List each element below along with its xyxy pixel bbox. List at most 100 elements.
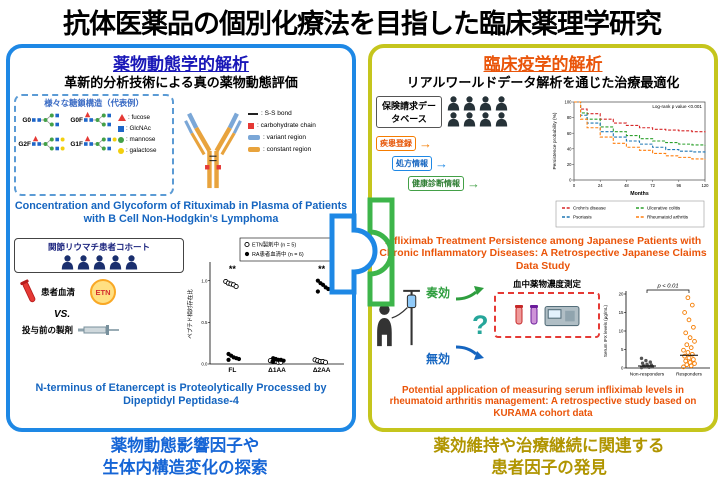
drug-measurement: 血中薬物濃度測定: [494, 278, 600, 338]
glycan-label: G0: [22, 116, 31, 124]
antibody-diagram: [184, 112, 242, 189]
svg-text:40: 40: [567, 146, 572, 151]
clinical-epidemiology-panel: 臨床疫学的解析 リアルワールドデータ解析を通じた治療最適化 保険請求データベース…: [368, 44, 718, 432]
legend-item-constant: : constant region: [248, 146, 350, 153]
tag-health-checkup-info: 健康診断情報 →: [408, 176, 548, 191]
treatment-response-figure: 奏効 無効 ? 血中薬物濃度測定: [374, 278, 602, 382]
carbohydrate-icon: [248, 122, 254, 129]
svg-text:60: 60: [567, 131, 572, 136]
svg-text:0.0: 0.0: [201, 362, 208, 367]
svg-text:120: 120: [702, 183, 710, 188]
tag-label: 疾患登録: [376, 136, 416, 151]
svg-text:ペプチド相対存在比: ペプチド相対存在比: [186, 289, 194, 339]
glycan-diagram-icon: [84, 135, 117, 151]
antibody-legend: : S-S bond : carbohydrate chain : varian…: [248, 110, 350, 153]
svg-text:Rheumatoid arthritis: Rheumatoid arthritis: [647, 215, 689, 220]
svg-text:10: 10: [619, 329, 624, 334]
glycan-diagram-icon: [32, 135, 65, 151]
arrow-right-icon: →: [467, 176, 480, 191]
person-icon: [109, 255, 121, 270]
svg-text:Responders: Responders: [676, 372, 702, 378]
database-header: 保険請求データベース: [376, 96, 548, 128]
legend-label: : mannose: [126, 136, 156, 143]
formulation-row: 投与前の製剤: [22, 323, 184, 337]
left-panel-subtitle: 革新的分析技術による真の薬物動態評価: [64, 75, 298, 90]
legend-label: : carbohydrate chain: [257, 122, 316, 129]
publication-title-etanercept: N-terminus of Etanercept is Proteolytica…: [35, 382, 327, 407]
legend-item-fucose: : fucose: [118, 114, 170, 121]
measurement-label: 血中薬物濃度測定: [512, 279, 581, 289]
legend-item-carbohydrate: : carbohydrate chain: [248, 122, 350, 129]
right-conclusion-line2: 患者因子の発見: [491, 458, 607, 477]
question-mark-icon: ?: [472, 310, 489, 340]
left-conclusion: 薬物動態影響因子や 生体内構造変化の探索: [20, 436, 350, 480]
svg-text:**: **: [229, 264, 237, 274]
right-conclusion: 薬効維持や治療継続に関連する 患者因子の発見: [384, 436, 714, 480]
cohort-people: [17, 255, 181, 270]
glycan-label: G1F: [70, 140, 83, 148]
svg-text:48: 48: [624, 183, 629, 188]
left-conclusion-line2: 生体内構造変化の探索: [102, 458, 268, 477]
svg-text:Δ1AA: Δ1AA: [268, 367, 286, 374]
patient-serum-row: 患者血清 ETN: [20, 278, 184, 306]
legend-label: : constant region: [263, 146, 312, 153]
svg-text:24: 24: [598, 183, 603, 188]
formulation-label: 投与前の製剤: [22, 325, 74, 335]
svg-text:5: 5: [621, 347, 624, 352]
publication-title-kurama: Potential application of measuring serum…: [389, 385, 697, 419]
sample-vial-icon: [515, 305, 523, 325]
person-icon: [77, 255, 89, 270]
analyzer-machine-icon: [544, 306, 580, 327]
peptide-scatter-chart: 0.0 0.5 1.0 FL Δ1AA Δ2AA ペプチド相対存在比 ** ** ETN製剤中 (…: [186, 237, 349, 374]
ss-bond-icon: [248, 112, 258, 115]
svg-text:100: 100: [565, 100, 573, 105]
blood-tube-icon: [20, 279, 36, 303]
svg-text:Serum IFX levels (μg/mL): Serum IFX levels (μg/mL): [603, 304, 608, 357]
glycan-diagram-icon: [32, 113, 59, 127]
glycan-diagram-icon: [84, 111, 111, 127]
database-tags: 疾患登録 → 処方情報 → 健康診断情報 →: [376, 136, 548, 191]
glcnac-icon: [118, 125, 124, 132]
glycan-box-title: 様々な糖鎖構造（代表例）: [44, 98, 144, 108]
svg-text:20: 20: [619, 292, 624, 297]
svg-text:80: 80: [567, 115, 572, 120]
legend-label: : galactose: [126, 147, 157, 154]
fucose-icon: [118, 114, 126, 121]
svg-text:Non-responders: Non-responders: [630, 372, 665, 378]
svg-text:Δ2AA: Δ2AA: [313, 367, 331, 374]
svg-text:Log-rank p value <0.001: Log-rank p value <0.001: [652, 104, 702, 109]
claims-database-figure: 保険請求データベース 疾患登録 → 処方情報 → 健康診断: [376, 96, 548, 232]
svg-text:Psoriasis: Psoriasis: [573, 215, 592, 220]
svg-text:RA患者血清中 (n = 6): RA患者血清中 (n = 6): [252, 250, 304, 258]
svg-text:0: 0: [573, 183, 576, 188]
syringe-icon: [78, 325, 120, 335]
legend-label: : variant region: [263, 134, 306, 141]
left-panel-title: 薬物動態学的解析: [113, 55, 249, 74]
person-icon: [125, 255, 137, 270]
publication-title-rituximab: Concentration and Glycoform of Rituximab…: [14, 200, 348, 225]
svg-text:**: **: [318, 264, 326, 274]
person-icon: [61, 255, 73, 270]
arrow-right-icon: →: [435, 156, 448, 171]
tag-prescription-info: 処方情報 →: [392, 156, 548, 171]
svg-text:1.0: 1.0: [201, 278, 208, 283]
tag-disease-registry: 疾患登録 →: [376, 136, 548, 151]
measurement-box: [494, 292, 600, 338]
legend-item-galactose: : galactose: [118, 147, 170, 154]
person-icon: [93, 255, 105, 270]
right-conclusion-line1: 薬効維持や治療継続に関連する: [433, 437, 665, 455]
glycan-legend: : fucose : GlcNAc : mannose : galactose: [118, 114, 170, 154]
glycan-structure-g2f: G2F: [18, 135, 68, 153]
svg-text:p < 0.01: p < 0.01: [656, 284, 678, 290]
sample-vial-icon: [530, 305, 538, 325]
person-icon: [495, 112, 508, 127]
iv-infusion-patient-icon: [377, 289, 420, 347]
database-label: 保険請求データベース: [376, 96, 442, 128]
glycan-structure-g1f: G1F: [70, 135, 120, 153]
legend-label: : GlcNAc: [126, 125, 151, 132]
tag-label: 健康診断情報: [408, 176, 464, 191]
right-panel-title: 臨床疫学的解析: [483, 55, 603, 74]
svg-text:20: 20: [567, 162, 572, 167]
svg-text:0.5: 0.5: [201, 320, 208, 325]
glycan-structures-box: 様々な糖鎖構造（代表例） G0 G0F: [14, 94, 174, 196]
